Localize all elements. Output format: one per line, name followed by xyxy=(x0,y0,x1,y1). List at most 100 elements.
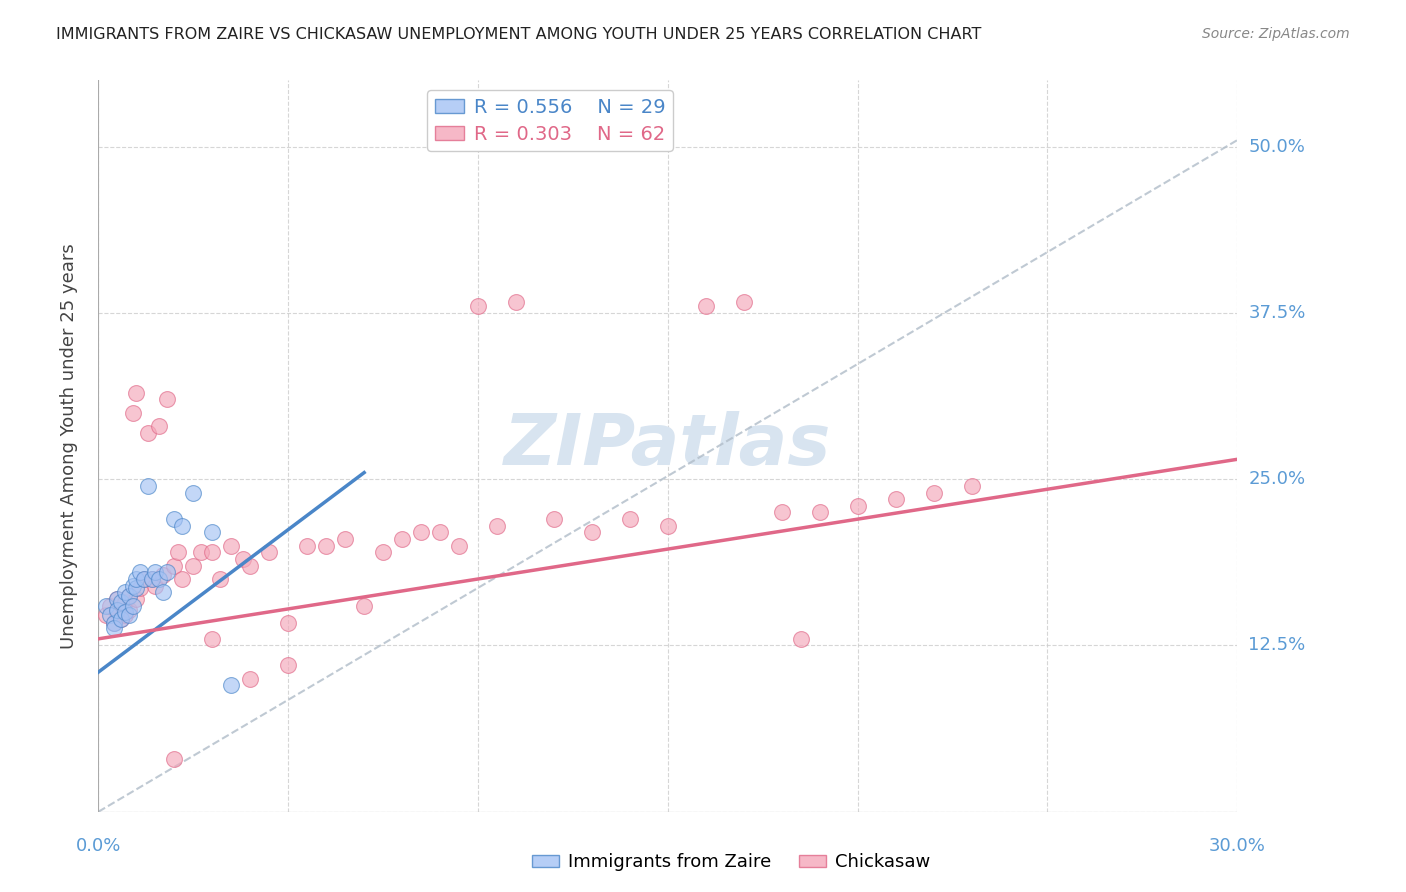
Text: IMMIGRANTS FROM ZAIRE VS CHICKASAW UNEMPLOYMENT AMONG YOUTH UNDER 25 YEARS CORRE: IMMIGRANTS FROM ZAIRE VS CHICKASAW UNEMP… xyxy=(56,27,981,42)
Point xyxy=(156,566,179,580)
Point xyxy=(505,295,527,310)
Point xyxy=(201,525,224,540)
Point xyxy=(148,419,170,434)
Point xyxy=(94,599,117,613)
Point xyxy=(107,591,129,606)
Point xyxy=(391,532,413,546)
Point xyxy=(846,499,869,513)
Point xyxy=(118,589,141,603)
Point xyxy=(884,492,907,507)
Point xyxy=(619,512,641,526)
Point xyxy=(922,485,945,500)
Point xyxy=(156,392,179,407)
Point xyxy=(118,602,141,616)
Point xyxy=(201,632,224,646)
Point xyxy=(297,539,319,553)
Text: 50.0%: 50.0% xyxy=(1249,137,1305,156)
Point xyxy=(136,479,159,493)
Point xyxy=(208,572,231,586)
Legend: R = 0.556    N = 29, R = 0.303    N = 62: R = 0.556 N = 29, R = 0.303 N = 62 xyxy=(427,90,673,152)
Point xyxy=(103,615,125,630)
Point xyxy=(125,385,148,400)
Point xyxy=(353,599,375,613)
Point xyxy=(733,295,755,310)
Point xyxy=(145,579,167,593)
Point xyxy=(148,572,170,586)
Point xyxy=(121,406,143,420)
Point xyxy=(411,525,433,540)
Point xyxy=(221,539,243,553)
Point xyxy=(118,607,141,622)
Text: 37.5%: 37.5% xyxy=(1249,304,1306,322)
Point xyxy=(239,672,262,686)
Point xyxy=(114,594,136,608)
Point xyxy=(136,425,159,440)
Point xyxy=(808,506,831,520)
Point xyxy=(110,612,132,626)
Point xyxy=(141,572,163,586)
Point xyxy=(98,607,121,622)
Point xyxy=(790,632,813,646)
Point xyxy=(107,602,129,616)
Point xyxy=(183,558,205,573)
Point xyxy=(141,572,163,586)
Point xyxy=(167,545,190,559)
Point xyxy=(221,678,243,692)
Text: 0.0%: 0.0% xyxy=(76,837,121,855)
Point xyxy=(145,566,167,580)
Point xyxy=(129,582,152,596)
Point xyxy=(107,591,129,606)
Point xyxy=(449,539,471,553)
Point xyxy=(114,585,136,599)
Point xyxy=(94,607,117,622)
Point xyxy=(581,525,603,540)
Point xyxy=(770,506,793,520)
Point xyxy=(232,552,254,566)
Legend: Immigrants from Zaire, Chickasaw: Immigrants from Zaire, Chickasaw xyxy=(524,847,938,879)
Point xyxy=(335,532,357,546)
Point xyxy=(239,558,262,573)
Point xyxy=(152,568,174,582)
Point xyxy=(103,621,125,635)
Y-axis label: Unemployment Among Youth under 25 years: Unemployment Among Youth under 25 years xyxy=(59,244,77,648)
Text: 30.0%: 30.0% xyxy=(1209,837,1265,855)
Point xyxy=(125,582,148,596)
Point xyxy=(129,566,152,580)
Point xyxy=(695,299,717,313)
Point xyxy=(429,525,451,540)
Point xyxy=(110,594,132,608)
Point xyxy=(121,579,143,593)
Point xyxy=(170,572,193,586)
Point xyxy=(259,545,281,559)
Point xyxy=(163,512,186,526)
Point xyxy=(163,558,186,573)
Point xyxy=(467,299,489,313)
Point xyxy=(103,615,125,630)
Point xyxy=(277,658,299,673)
Point xyxy=(121,599,143,613)
Point xyxy=(163,751,186,765)
Point xyxy=(125,572,148,586)
Point xyxy=(114,605,136,619)
Point xyxy=(657,518,679,533)
Text: ZIPatlas: ZIPatlas xyxy=(505,411,831,481)
Text: 25.0%: 25.0% xyxy=(1249,470,1306,488)
Text: 12.5%: 12.5% xyxy=(1249,637,1306,655)
Point xyxy=(170,518,193,533)
Point xyxy=(132,572,155,586)
Point xyxy=(114,607,136,622)
Point xyxy=(98,599,121,613)
Point xyxy=(152,585,174,599)
Point xyxy=(277,615,299,630)
Text: Source: ZipAtlas.com: Source: ZipAtlas.com xyxy=(1202,27,1350,41)
Point xyxy=(486,518,509,533)
Point xyxy=(107,605,129,619)
Point xyxy=(132,572,155,586)
Point xyxy=(190,545,212,559)
Point xyxy=(960,479,983,493)
Point xyxy=(371,545,394,559)
Point xyxy=(125,591,148,606)
Point xyxy=(183,485,205,500)
Point xyxy=(110,612,132,626)
Point xyxy=(118,589,141,603)
